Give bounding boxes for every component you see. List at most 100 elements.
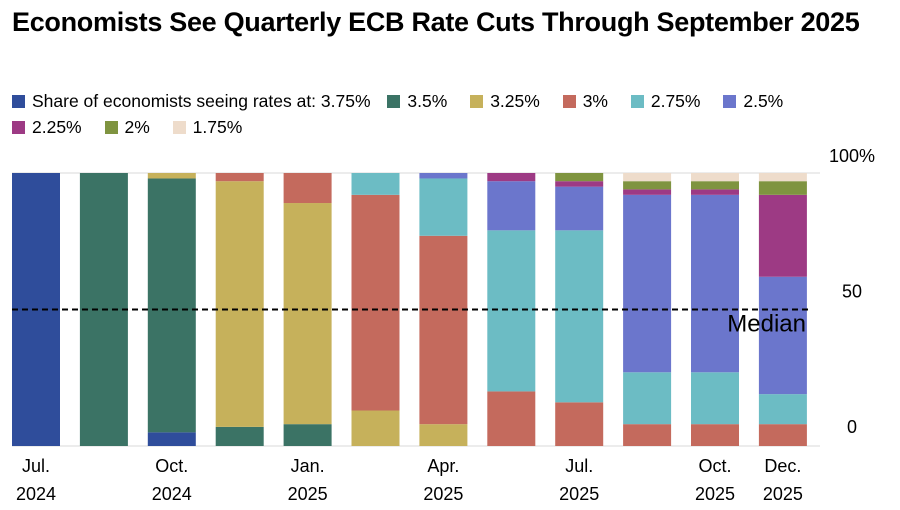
legend-label: 3.5% <box>407 91 448 111</box>
legend-label: 3.25% <box>490 91 540 111</box>
x-tick-label: Oct. <box>155 456 188 476</box>
bar-segment-3.25% <box>351 410 400 446</box>
bar-stack <box>215 173 264 446</box>
legend-swatch <box>387 95 401 108</box>
legend-label: 3% <box>582 91 608 111</box>
legend-label: 1.75% <box>192 117 243 137</box>
legend-swatch <box>470 95 484 108</box>
gridlines <box>12 172 820 447</box>
bar-segment-2.75% <box>487 230 536 392</box>
bar-stack <box>419 173 468 446</box>
x-tick-label: Oct. <box>698 456 731 476</box>
legend-prefix: Share of economists seeing rates at: <box>32 91 317 111</box>
bar-segment-2.25% <box>623 189 672 195</box>
bar-segment-2.5% <box>691 194 739 373</box>
bar-segment-3.5% <box>147 178 196 433</box>
y-tick-label: 50 <box>842 282 862 302</box>
legend-swatch <box>12 121 25 134</box>
legend-label: 2.25% <box>32 117 82 137</box>
x-tick-label-year: 2025 <box>288 484 328 504</box>
bar-segment-2% <box>758 181 807 195</box>
bar-segment-2.5% <box>623 194 672 373</box>
bar-segment-1.75% <box>623 173 672 182</box>
bar-segment-2.25% <box>487 173 536 182</box>
y-tick-label: 0 <box>847 417 857 437</box>
bar-segment-3.25% <box>215 181 264 427</box>
x-tick-label-year: 2024 <box>152 484 192 504</box>
legend-swatch <box>723 95 737 108</box>
x-tick-label: Apr. <box>427 456 459 476</box>
bar-stack <box>487 173 536 446</box>
legend-entry-3: 3% <box>562 88 608 114</box>
bar-segment-3% <box>623 424 672 446</box>
legend-swatch <box>104 121 118 134</box>
x-tick-label-year: 2025 <box>695 484 735 504</box>
bar-segment-2.75% <box>351 173 400 195</box>
legend-label: 3.75% <box>320 91 371 111</box>
y-tick-label: 100% <box>829 146 875 166</box>
bar-stack <box>758 173 807 446</box>
legend-entry-2-75: 2.75% <box>630 88 701 114</box>
legend-label: 2% <box>124 117 150 137</box>
bar-segment-2.75% <box>623 372 672 425</box>
bar-segment-3% <box>215 173 264 182</box>
bar-segment-2.5% <box>487 181 536 231</box>
bar-segment-2.75% <box>691 372 739 425</box>
bar-segment-3% <box>419 235 468 425</box>
legend-entry-1-75: 1.75% <box>172 114 243 140</box>
x-tick-label: Jul. <box>22 456 50 476</box>
x-tick-label-year: 2025 <box>763 484 803 504</box>
bar-segment-3% <box>351 194 400 411</box>
bar-segment-1.75% <box>758 173 807 182</box>
bar-stacks <box>12 173 807 446</box>
legend-entry-2: 2% <box>104 114 150 140</box>
x-tick-label: Dec. <box>764 456 801 476</box>
bar-segment-3% <box>691 424 739 446</box>
bar-stack <box>623 173 672 446</box>
bar-segment-3.5% <box>215 426 264 446</box>
bar-segment-3.75% <box>147 432 196 446</box>
chart-title: Economists See Quarterly ECB Rate Cuts T… <box>12 7 860 37</box>
bar-segment-2.5% <box>555 186 604 231</box>
bar-stack <box>283 173 332 446</box>
bar-segment-2.75% <box>555 230 604 403</box>
x-tick-label-year: 2025 <box>559 484 599 504</box>
y-axis: 100% 50 0 <box>829 146 875 437</box>
bar-segment-2.25% <box>758 194 807 277</box>
legend-label: 2.75% <box>650 91 701 111</box>
bar-segment-2.25% <box>555 181 604 187</box>
bar-segment-2.5% <box>419 173 468 179</box>
bar-segment-2.75% <box>419 178 468 236</box>
legend-entry-2-5: 2.5% <box>723 88 783 114</box>
median-label: Median <box>727 311 806 338</box>
legend-swatch <box>12 95 25 108</box>
bar-stack <box>147 173 196 446</box>
bar-stack <box>555 173 604 446</box>
bar-stack <box>351 173 400 446</box>
legend-label: 2.5% <box>743 91 784 111</box>
bar-segment-3.25% <box>283 203 332 425</box>
bar-segment-3% <box>555 402 604 446</box>
bar-segment-1.75% <box>691 173 739 182</box>
bar-segment-3.25% <box>147 173 196 179</box>
bar-segment-3% <box>487 391 536 446</box>
legend-entry-3-75: Share of economists seeing rates at: 3.7… <box>12 88 371 114</box>
bar-segment-3% <box>758 424 807 446</box>
x-tick-label: Jan. <box>291 456 325 476</box>
bar-segment-2% <box>691 181 739 190</box>
bar-segment-2% <box>555 173 604 182</box>
bar-segment-2% <box>623 181 672 190</box>
x-axis: Jul. 2024 Oct. 2024 Jan. 2025 Apr. 2025 Jul. 2025… <box>16 456 803 504</box>
bar-segment-2.5% <box>758 276 807 395</box>
x-tick-label-year: 2025 <box>423 484 463 504</box>
bar-segment-2.25% <box>691 189 739 195</box>
median-line-group: Median <box>12 308 810 338</box>
x-tick-label: Jul. <box>565 456 593 476</box>
legend-swatch <box>172 121 186 134</box>
x-tick-label-year: 2024 <box>16 484 56 504</box>
legend-swatch <box>562 95 576 108</box>
legend: Share of economists seeing rates at: 3.7… <box>12 88 882 140</box>
legend-entry-3-5: 3.5% <box>387 88 447 114</box>
bar-segment-3.5% <box>283 424 332 446</box>
legend-entry-2-25: 2.25% <box>12 114 82 140</box>
